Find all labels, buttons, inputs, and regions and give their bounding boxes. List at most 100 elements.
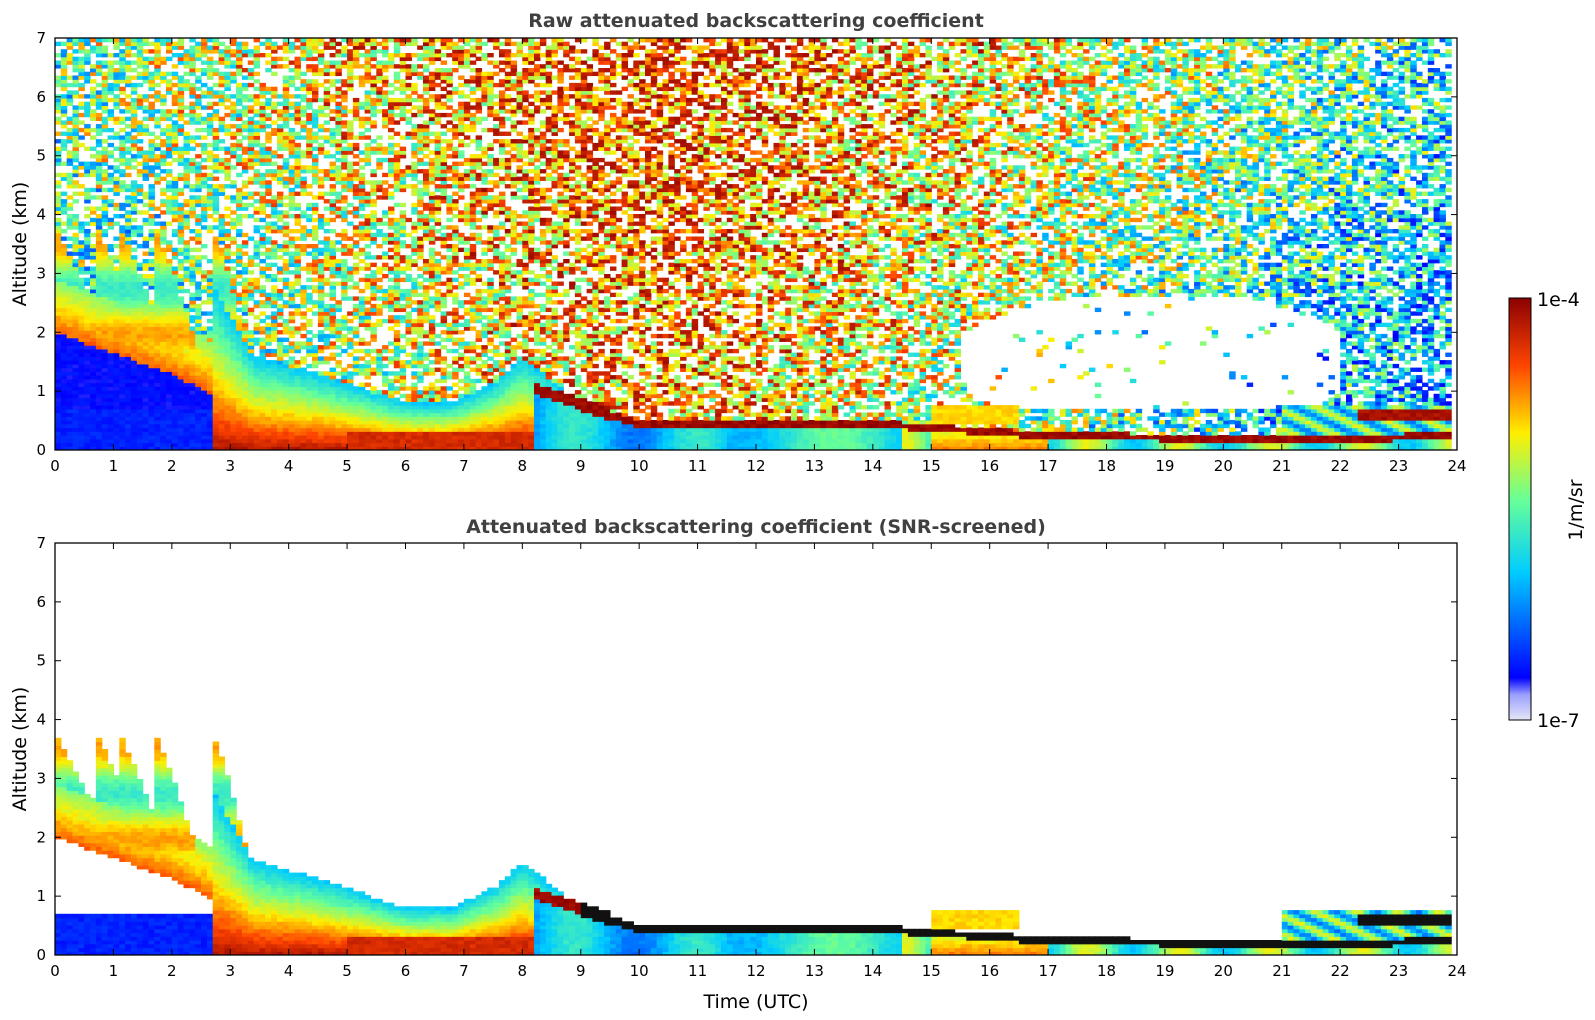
heatmap-cell [365,285,371,289]
heatmap-cell [289,113,295,117]
heatmap-cell [84,364,90,368]
heatmap-cell [67,184,73,188]
heatmap-cell [300,326,306,330]
heatmap-cell [160,132,166,136]
heatmap-cell [78,252,84,256]
heatmap-cell [166,267,172,271]
heatmap-cell [166,79,172,83]
heatmap-cell [61,330,67,334]
heatmap-cell [160,252,166,256]
heatmap-cell [359,117,365,121]
heatmap-cell [318,57,324,61]
heatmap-cell [312,278,318,282]
heatmap-cell [143,293,149,297]
heatmap-cell [265,293,271,297]
heatmap-cell [230,401,236,405]
heatmap-cell [207,158,213,162]
heatmap-cell [131,207,137,211]
heatmap-cell [394,162,400,166]
heatmap-cell [271,61,277,65]
heatmap-cell [254,330,260,334]
heatmap-cell [400,173,406,177]
heatmap-cell [67,214,73,218]
heatmap-cell [113,431,119,435]
heatmap-cell [265,296,271,300]
heatmap-cell [96,371,102,375]
heatmap-cell [248,289,254,293]
heatmap-cell [172,383,178,387]
heatmap-cell [195,184,201,188]
heatmap-cell [400,259,406,263]
heatmap-cell [306,443,312,447]
heatmap-cell [242,405,248,409]
heatmap-cell [78,319,84,323]
heatmap-cell [201,413,207,417]
heatmap-cell [119,214,125,218]
heatmap-cell [283,390,289,394]
heatmap-cell [90,435,96,439]
heatmap-cell [102,341,108,345]
heatmap-cell [78,61,84,65]
heatmap-cell [295,420,301,424]
heatmap-cell [125,218,131,222]
heatmap-cell [201,379,207,383]
heatmap-cell [102,207,108,211]
heatmap-cell [289,79,295,83]
heatmap-cell [318,398,324,402]
heatmap-cell [254,64,260,68]
heatmap-cell [131,296,137,300]
heatmap-cell [312,135,318,139]
heatmap-cell [341,49,347,53]
heatmap-cell [236,233,242,237]
heatmap-cell [283,139,289,143]
heatmap-cell [365,117,371,121]
heatmap-cell [172,210,178,214]
heatmap-cell [341,135,347,139]
heatmap-cell [61,94,67,98]
heatmap-cell [55,109,61,113]
heatmap-cell [55,349,61,353]
heatmap-cell [300,237,306,241]
heatmap-cell [137,192,143,196]
heatmap-cell [242,289,248,293]
heatmap-cell [347,409,353,413]
heatmap-cell [149,375,155,379]
heatmap-cell [370,79,376,83]
heatmap-cell [84,233,90,237]
heatmap-cell [365,278,371,282]
heatmap-cell [324,222,330,226]
heatmap-cell [236,143,242,147]
heatmap-cell [306,409,312,413]
heatmap-cell [184,165,190,169]
heatmap-cell [341,90,347,94]
heatmap-cell [335,330,341,334]
heatmap-cell [108,199,114,203]
heatmap-cell [400,214,406,218]
heatmap-cell [67,326,73,330]
heatmap-cell [84,304,90,308]
heatmap-cell [96,105,102,109]
heatmap-cell [61,102,67,106]
heatmap-cell [178,225,184,229]
heatmap-cell [394,76,400,80]
heatmap-cell [166,338,172,342]
heatmap-cell [90,375,96,379]
heatmap-cell [119,435,125,439]
heatmap-cell [73,154,79,158]
heatmap-cell [55,300,61,304]
heatmap-cell [207,128,213,132]
heatmap-cell [335,405,341,409]
heatmap-cell [149,311,155,315]
heatmap-cell [61,443,67,447]
heatmap-cell [184,49,190,53]
heatmap-cell [213,158,219,162]
heatmap-cell [131,270,137,274]
heatmap-cell [388,349,394,353]
heatmap-cell [394,413,400,417]
heatmap-cell [224,87,230,91]
raw-heatmap [55,38,1452,451]
heatmap-cell [248,53,254,57]
heatmap-cell [312,98,318,102]
heatmap-cell [55,334,61,338]
heatmap-cell [108,109,114,113]
